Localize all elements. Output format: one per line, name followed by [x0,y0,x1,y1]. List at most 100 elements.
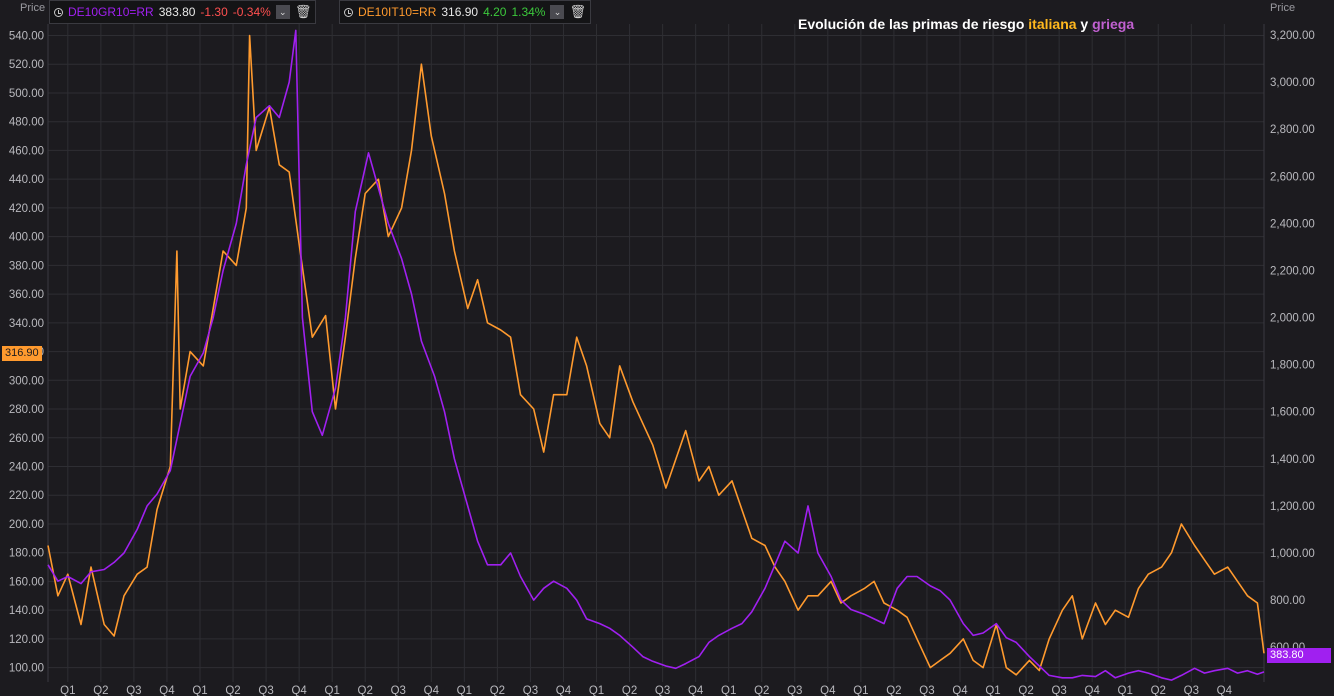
right-tick-label: 1,800.00 [1270,360,1315,372]
left-tick-label: 240.00 [9,461,44,473]
left-tick-label: 540.00 [9,30,44,42]
left-tick-label: 160.00 [9,576,44,588]
right-tick-label: 2,200.00 [1270,265,1315,277]
x-tick-label: Q4 [1217,685,1233,696]
left-tick-label: 100.00 [9,663,44,675]
x-tick-label: Q1 [60,685,75,696]
title-middle: y [1076,16,1093,32]
left-tick-label: 120.00 [9,634,44,646]
left-tick-label: 420.00 [9,203,44,215]
left-tick-label: 340.00 [9,318,44,330]
x-tick-label: Q3 [1184,685,1199,696]
right-tick-label: 1,400.00 [1270,454,1315,466]
left-last-price-badge: 316.90 [2,346,42,361]
x-tick-label: Q2 [1151,685,1166,696]
x-tick-label: Q1 [985,685,1000,696]
x-tick-label: Q1 [721,685,736,696]
right-axis-label: Price [1270,2,1296,14]
title-prefix: Evolución de las primas de riesgo [798,16,1029,32]
x-tick-label: Q2 [754,685,769,696]
x-tick-label: Q4 [952,685,968,696]
legend-price: 316.90 [441,5,479,19]
left-tick-label: 220.00 [9,490,44,502]
x-tick-label: Q1 [853,685,868,696]
legend-change: 4.20 [483,5,507,19]
trash-icon[interactable]: 🗑︎ [569,4,586,19]
x-tick-label: Q1 [325,685,340,696]
left-axis-ticks: 100.00 120.00 140.00 160.00 180.00 200.00 220.… [9,30,44,674]
right-tick-label: 800.00 [1270,595,1305,607]
left-tick-label: 400.00 [9,232,44,244]
right-tick-label: 2,800.00 [1270,124,1315,136]
left-tick-label: 200.00 [9,519,44,531]
x-tick-label: Q4 [556,685,572,696]
x-tick-label: Q1 [457,685,472,696]
x-tick-label: Q4 [159,685,175,696]
right-tick-label: 2,400.00 [1270,218,1315,230]
legend-change: -1.30 [200,5,228,19]
left-tick-label: 300.00 [9,375,44,387]
x-tick-label: Q4 [424,685,440,696]
left-tick-label: 260.00 [9,433,44,445]
x-tick-label: Q2 [225,685,240,696]
right-tick-label: 3,200.00 [1270,30,1315,42]
x-tick-label: Q3 [126,685,141,696]
x-tick-label: Q4 [688,685,704,696]
x-tick-label: Q3 [1051,685,1066,696]
x-tick-label: Q2 [93,685,108,696]
x-tick-label: Q4 [291,685,307,696]
left-tick-label: 520.00 [9,59,44,71]
x-tick-label: Q1 [1118,685,1133,696]
series-line-DE10IT10=RR [47,34,1265,676]
dropdown-icon[interactable]: ⌄ [275,5,290,19]
title-greek: griega [1092,16,1135,32]
x-tick-label: Q3 [655,685,670,696]
right-tick-label: 1,600.00 [1270,407,1315,419]
right-axis-ticks: 600.00800.001,000.001,200.001,400.001,60… [1270,30,1315,654]
x-tick-label: Q2 [886,685,901,696]
legend-symbol: DE10GR10=RR [68,5,154,19]
title-italian: italiana [1028,16,1077,32]
right-tick-label: 2,000.00 [1270,313,1315,325]
left-axis-label: Price [20,2,46,14]
series-layer [47,29,1265,681]
grid-lines [47,24,1265,682]
left-tick-label: 440.00 [9,174,44,186]
clock-icon[interactable] [54,7,63,17]
x-tick-label: Q1 [192,685,207,696]
legend-symbol: DE10IT10=RR [358,5,437,19]
x-tick-label: Q2 [490,685,505,696]
legend-greek[interactable]: DE10GR10=RR 383.80 -1.30 -0.34% ⌄ 🗑︎ [49,0,317,24]
left-tick-label: 460.00 [9,145,44,157]
x-tick-label: Q3 [787,685,802,696]
left-tick-label: 360.00 [9,289,44,301]
right-tick-label: 3,000.00 [1270,77,1315,89]
x-tick-label: Q2 [1018,685,1033,696]
left-tick-label: 480.00 [9,117,44,129]
right-last-price-badge: 383.80 [1267,648,1331,663]
x-axis-ticks: Q1 Q2 Q3 Q4 Q1 Q2 Q3 Q4 Q1 Q2 Q3 Q4 Q1 Q2 Q3 Q4 Q1 Q2 Q3 Q4… [60,685,1232,696]
x-tick-label: Q2 [622,685,637,696]
left-tick-label: 140.00 [9,605,44,617]
right-tick-label: 1,200.00 [1270,501,1315,513]
x-tick-label: Q4 [820,685,836,696]
legend-price: 383.80 [158,5,196,19]
x-tick-label: Q3 [523,685,538,696]
x-tick-label: Q2 [358,685,373,696]
right-tick-label: 1,000.00 [1270,548,1315,560]
legend-change-pct: 1.34% [511,5,546,19]
left-tick-label: 380.00 [9,260,44,272]
series-line-DE10GR10=RR [47,29,1265,681]
trash-icon[interactable]: 🗑︎ [294,4,312,19]
legend-change-pct: -0.34% [232,5,271,19]
legend-italian[interactable]: DE10IT10=RR 316.90 4.20 1.34% ⌄ 🗑︎ [339,0,591,24]
left-tick-label: 180.00 [9,548,44,560]
x-tick-label: Q3 [391,685,406,696]
left-tick-label: 500.00 [9,88,44,100]
clock-icon[interactable] [344,7,353,17]
x-tick-label: Q1 [589,685,604,696]
chart-title: Evolución de las primas de riesgo italia… [798,16,1134,32]
x-tick-label: Q3 [919,685,934,696]
dropdown-icon[interactable]: ⌄ [550,5,565,19]
